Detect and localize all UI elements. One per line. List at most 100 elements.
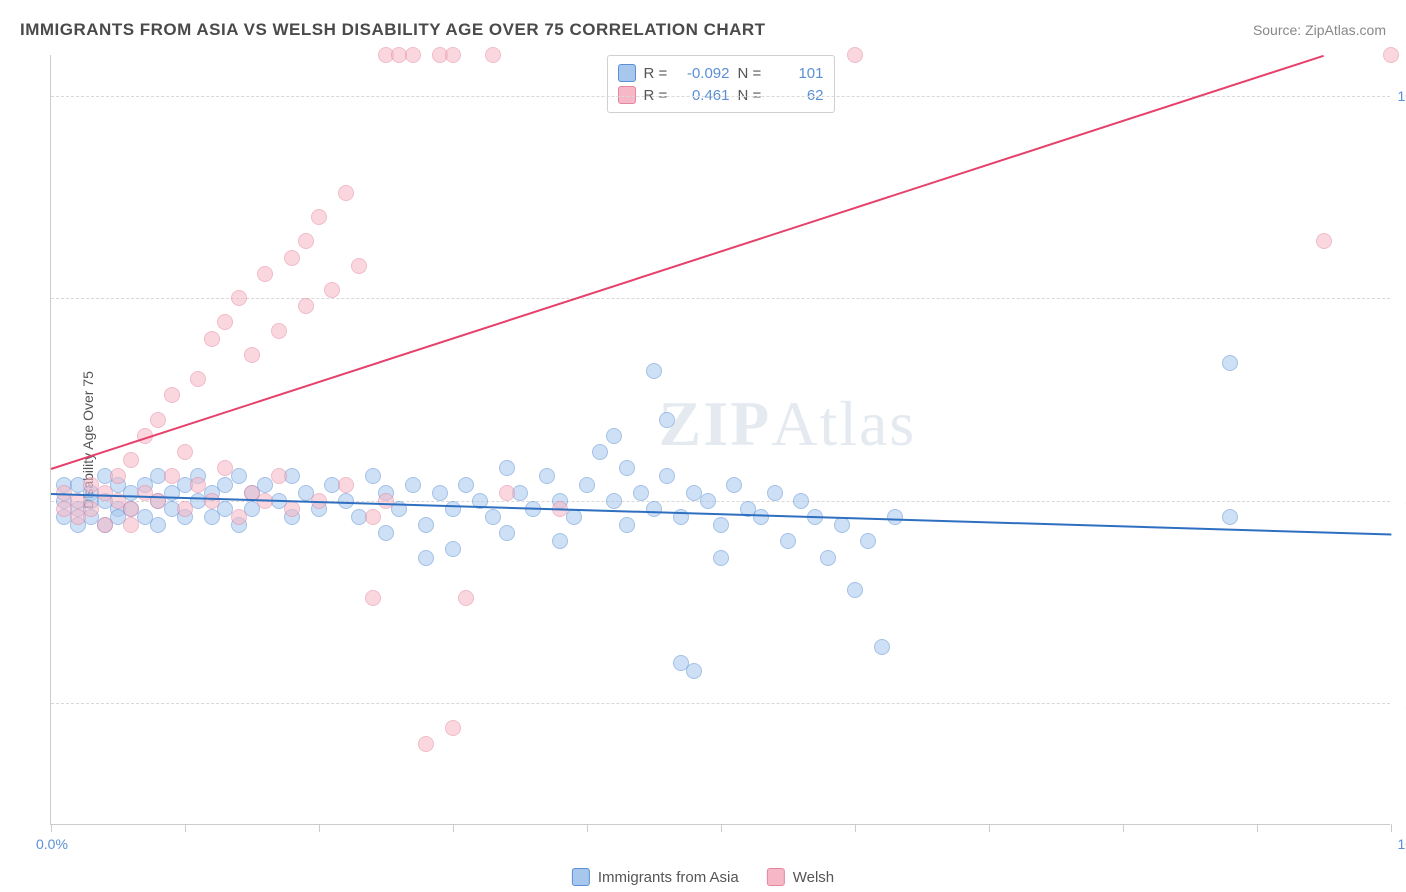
scatter-point [405,477,421,493]
scatter-point [686,663,702,679]
scatter-point [445,501,461,517]
scatter-point [887,509,903,525]
n-value: 101 [774,65,824,82]
grid-line [51,703,1390,704]
scatter-point [1316,233,1332,249]
legend-label: Welsh [793,869,834,886]
scatter-point [659,468,675,484]
legend-label: Immigrants from Asia [598,869,739,886]
scatter-point [874,639,890,655]
x-tick [185,824,186,832]
scatter-point [365,468,381,484]
scatter-point [499,485,515,501]
scatter-point [231,468,247,484]
scatter-point [123,501,139,517]
scatter-point [83,501,99,517]
scatter-point [619,460,635,476]
scatter-point [432,485,448,501]
x-tick [989,824,990,832]
x-tick [51,824,52,832]
watermark: ZIPAtlas [659,387,917,461]
scatter-point [204,493,220,509]
scatter-point [1222,509,1238,525]
x-tick [319,824,320,832]
scatter-point [271,323,287,339]
scatter-point [204,331,220,347]
scatter-point [405,47,421,63]
scatter-point [847,582,863,598]
x-tick [855,824,856,832]
x-tick [1123,824,1124,832]
legend-item: Immigrants from Asia [572,868,739,886]
scatter-point [97,517,113,533]
scatter-point [217,460,233,476]
scatter-point [445,47,461,63]
scatter-point [365,590,381,606]
x-tick [721,824,722,832]
scatter-point [351,258,367,274]
scatter-point [338,477,354,493]
scatter-point [190,477,206,493]
plot-area: Disability Age Over 75 ZIPAtlas R =-0.09… [50,55,1390,825]
scatter-point [552,533,568,549]
scatter-point [793,493,809,509]
scatter-point [592,444,608,460]
scatter-point [485,47,501,63]
y-tick-label: 75.0% [1395,290,1406,306]
scatter-point [284,250,300,266]
scatter-point [700,493,716,509]
scatter-point [110,468,126,484]
stats-row: R = -0.092 N = 101 [618,62,824,84]
scatter-point [767,485,783,501]
n-label: N = [738,65,766,82]
r-label: R = [644,65,672,82]
correlation-stats-box: R =-0.092N =101R =0.461N =62 [607,55,835,113]
scatter-point [338,185,354,201]
scatter-point [271,468,287,484]
scatter-point [365,509,381,525]
scatter-point [633,485,649,501]
trend-line [51,55,1325,470]
scatter-point [659,412,675,428]
scatter-point [217,314,233,330]
legend-swatch [767,868,785,886]
source-attribution: Source: ZipAtlas.com [1253,22,1386,38]
scatter-point [1383,47,1399,63]
y-tick-label: 100.0% [1395,88,1406,104]
scatter-point [606,493,622,509]
scatter-point [619,517,635,533]
scatter-point [311,209,327,225]
scatter-point [418,736,434,752]
scatter-point [780,533,796,549]
scatter-point [231,509,247,525]
scatter-point [445,541,461,557]
scatter-point [860,533,876,549]
legend: Immigrants from Asia Welsh [572,868,834,886]
scatter-point [324,282,340,298]
scatter-point [418,517,434,533]
scatter-point [190,371,206,387]
scatter-point [499,460,515,476]
scatter-point [284,501,300,517]
scatter-point [244,347,260,363]
scatter-point [298,233,314,249]
series-swatch [618,64,636,82]
scatter-point [834,517,850,533]
scatter-point [231,290,247,306]
scatter-point [123,452,139,468]
scatter-point [726,477,742,493]
grid-line [51,298,1390,299]
r-value: -0.092 [680,65,730,82]
scatter-point [164,468,180,484]
scatter-point [606,428,622,444]
scatter-point [646,363,662,379]
x-tick-label: 0.0% [36,836,68,852]
scatter-point [499,525,515,541]
scatter-point [298,298,314,314]
scatter-point [713,550,729,566]
scatter-point [579,477,595,493]
scatter-point [445,720,461,736]
legend-swatch [572,868,590,886]
scatter-point [378,493,394,509]
x-tick [1257,824,1258,832]
